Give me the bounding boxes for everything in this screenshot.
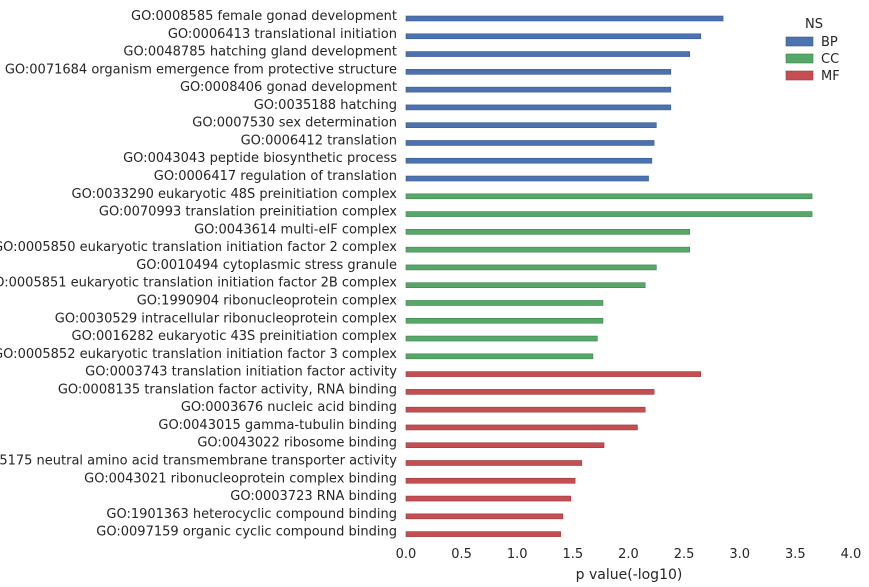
category-label: GO:0043022 ribosome binding <box>197 436 397 451</box>
category-label: GO:0015175 neutral amino acid transmembr… <box>0 454 397 469</box>
bar-mf <box>405 389 655 395</box>
bars <box>405 15 813 537</box>
category-label: GO:0043614 multi-eIF complex <box>194 222 397 237</box>
category-label: GO:0043021 ribonucleoprotein complex bin… <box>84 471 397 486</box>
category-label: GO:0043015 gamma-tubulin binding <box>158 418 397 433</box>
bar-cc <box>405 335 598 342</box>
category-label: GO:0005851 eukaryotic translation initia… <box>0 276 397 291</box>
legend-label-bp: BP <box>821 35 838 50</box>
bar-bp <box>405 157 653 164</box>
bar-cc <box>405 193 813 200</box>
category-label: GO:0043043 peptide biosynthetic process <box>123 151 397 166</box>
bar-cc <box>405 353 594 360</box>
x-axis-title: p value(-log10) <box>576 567 683 583</box>
bar-cc <box>405 229 690 235</box>
x-tick-label: 1.0 <box>507 547 528 562</box>
bar-bp <box>405 104 672 111</box>
category-label: GO:0003723 RNA binding <box>230 489 397 504</box>
category-label: GO:0008135 translation factor activity, … <box>58 382 397 397</box>
bar-bp <box>405 33 702 40</box>
category-label: GO:0016282 eukaryotic 43S preinitiation … <box>72 329 398 344</box>
x-tick-label: 4.0 <box>841 547 862 562</box>
bar-mf <box>405 406 646 413</box>
bar-cc <box>405 211 813 217</box>
bar-mf <box>405 477 576 484</box>
legend-label-cc: CC <box>821 52 839 67</box>
x-tick-label: 2.0 <box>618 547 639 562</box>
x-axis-ticks: 0.0 0.5 1.0 1.5 2.0 2.5 3.0 3.5 4.0 <box>396 547 862 562</box>
legend-swatch-cc <box>785 53 814 64</box>
category-label: GO:0006412 translation <box>241 133 397 148</box>
category-label: GO:0008406 gonad development <box>180 80 397 95</box>
category-label: GO:1901363 heterocyclic compound binding <box>106 507 397 522</box>
category-label: GO:0030529 intracellular ribonucleoprote… <box>55 311 398 326</box>
category-label: GO:0033290 eukaryotic 48S preinitiation … <box>72 187 398 202</box>
category-label: GO:0010494 cytoplasmic stress granule <box>136 258 397 273</box>
x-tick-label: 3.0 <box>729 547 750 562</box>
category-label: GO:0035188 hatching <box>254 98 397 113</box>
x-tick-label: 3.5 <box>785 547 806 562</box>
legend-label-mf: MF <box>821 69 840 84</box>
category-label: GO:0006413 translational initiation <box>168 27 397 42</box>
category-label: GO:0007530 sex determination <box>192 116 397 131</box>
x-tick-label: 2.5 <box>674 547 695 562</box>
bar-cc <box>405 300 604 306</box>
bar-bp <box>405 140 655 146</box>
legend: NS BP CC MF <box>785 17 840 84</box>
x-tick-label: 0.0 <box>396 547 417 562</box>
category-label: GO:0097159 organic cyclic compound bindi… <box>96 525 397 540</box>
legend-swatch-bp <box>785 36 814 47</box>
category-label: GO:0070993 translation preinitiation com… <box>99 205 397 220</box>
bar-bp <box>405 86 672 93</box>
bar-bp <box>405 122 657 128</box>
legend-title: NS <box>805 17 823 32</box>
bar-cc <box>405 282 646 289</box>
category-labels: GO:0008585 female gonad development GO:00… <box>0 9 397 540</box>
category-label: GO:0005850 eukaryotic translation initia… <box>0 240 397 255</box>
x-tick-label: 0.5 <box>451 547 472 562</box>
bar-mf <box>405 513 564 520</box>
bar-bp <box>405 15 724 22</box>
category-label: GO:0071684 organism emergence from prote… <box>5 62 397 77</box>
bar-cc <box>405 246 690 253</box>
bar-cc <box>405 264 657 271</box>
category-label: GO:0005852 eukaryotic translation initia… <box>0 347 397 362</box>
x-tick-label: 1.5 <box>563 547 584 562</box>
bar-bp <box>405 51 690 57</box>
category-label: GO:0003743 translation initiation factor… <box>85 365 397 380</box>
bar-mf <box>405 495 571 502</box>
category-label: GO:0048785 hatching gland development <box>123 45 397 60</box>
bar-bp <box>405 175 649 182</box>
bar-mf <box>405 442 605 449</box>
category-label: GO:0006417 regulation of translation <box>154 169 397 184</box>
bar-mf <box>405 460 583 466</box>
bar-mf <box>405 371 702 377</box>
legend-swatch-mf <box>785 70 814 81</box>
category-label: GO:0008585 female gonad development <box>131 9 397 24</box>
category-label: GO:0003676 nucleic acid binding <box>181 400 397 415</box>
bar-mf <box>405 424 638 431</box>
category-label: GO:1990904 ribonucleoprotein complex <box>137 293 398 308</box>
bar-mf <box>405 531 561 537</box>
bar-cc <box>405 317 604 324</box>
bar-bp <box>405 69 672 75</box>
